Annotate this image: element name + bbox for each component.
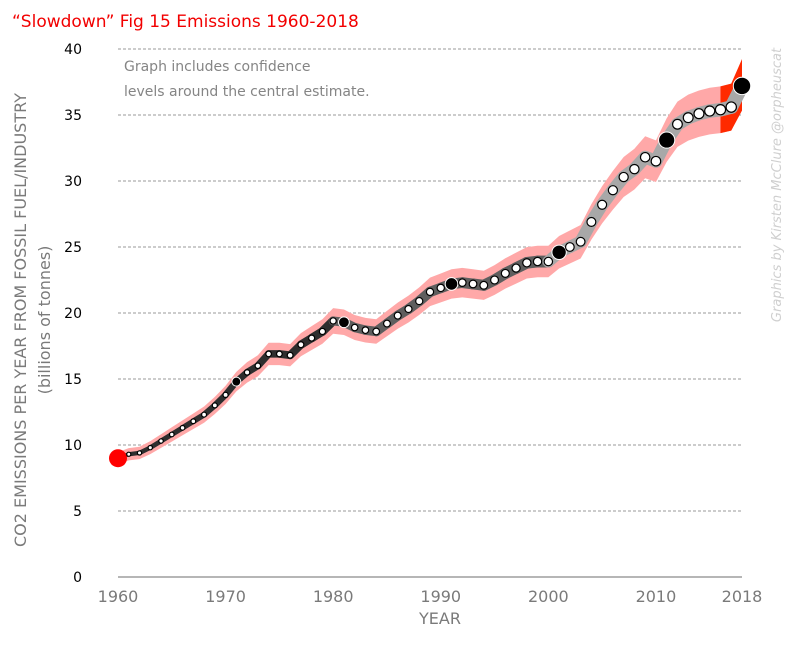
x-tick-label: 2000 — [528, 587, 569, 606]
data-point — [457, 278, 467, 288]
x-tick-label: 1960 — [98, 587, 139, 606]
data-point — [275, 350, 283, 358]
data-point — [575, 236, 586, 247]
data-point — [243, 369, 251, 376]
y-tick-label: 10 — [64, 438, 82, 454]
data-point — [393, 311, 402, 320]
data-point — [361, 326, 370, 335]
data-point — [136, 450, 143, 456]
x-tick-label: 1970 — [205, 587, 246, 606]
data-point — [714, 104, 727, 116]
data-point — [586, 216, 597, 227]
data-point — [500, 268, 510, 278]
data-point-decade — [551, 244, 567, 260]
data-point-decade — [732, 76, 752, 96]
data-point — [318, 327, 327, 336]
data-point — [372, 327, 381, 336]
x-axis-label: YEAR — [418, 609, 461, 628]
data-point — [350, 323, 359, 332]
confidence-band-area — [118, 61, 742, 465]
annotation-line-2: levels around the central estimate. — [124, 84, 370, 100]
data-point — [704, 105, 716, 117]
y-axis-label: CO2 EMISSIONS PER YEAR FROM FOSSIL FUEL/… — [11, 93, 30, 547]
data-point — [190, 418, 197, 425]
data-point — [511, 263, 521, 273]
data-point — [126, 451, 132, 457]
y-tick-label: 0 — [73, 570, 82, 586]
data-point — [147, 444, 154, 451]
data-point — [436, 283, 446, 293]
x-tick-label: 2010 — [636, 587, 677, 606]
data-point — [179, 424, 186, 431]
data-point-decade — [658, 131, 676, 149]
data-point — [265, 350, 272, 358]
data-point — [201, 411, 208, 418]
data-point — [650, 155, 662, 167]
data-point — [564, 242, 575, 252]
y-axis-sublabel: (billions of tonnes) — [35, 246, 54, 395]
data-point — [168, 431, 175, 438]
y-tick-label: 35 — [64, 108, 82, 124]
y-tick-label: 5 — [73, 504, 82, 520]
y-tick-label: 20 — [64, 306, 82, 322]
data-point — [222, 391, 229, 398]
data-point — [404, 304, 413, 314]
y-tick-label: 15 — [64, 372, 82, 388]
data-point — [468, 279, 478, 289]
x-tick-labels: 1960 1970 1980 1990 2000 2010 2018 — [98, 587, 763, 606]
data-point — [425, 287, 435, 297]
data-point — [597, 199, 608, 210]
x-tick-label: 1980 — [313, 587, 354, 606]
data-point-start — [109, 449, 127, 468]
data-point — [693, 108, 705, 120]
y-tick-labels: 0 5 10 15 20 25 30 35 40 — [64, 42, 82, 586]
y-tick-label: 40 — [64, 42, 82, 58]
annotation-line-1: Graph includes confidence — [124, 59, 311, 75]
confidence-band — [118, 58, 742, 465]
data-point — [522, 258, 532, 268]
data-point — [607, 185, 619, 196]
data-point — [286, 351, 294, 359]
data-point — [254, 362, 262, 370]
data-point — [415, 296, 424, 306]
y-tick-label: 25 — [64, 240, 82, 256]
data-point — [682, 112, 694, 124]
data-point — [211, 402, 218, 409]
data-point-decade — [338, 316, 350, 329]
data-point — [329, 317, 337, 325]
data-point — [308, 334, 316, 342]
chart-title: “Slowdown” Fig 15 Emissions 1960-2018 — [12, 12, 359, 32]
data-point — [532, 256, 543, 267]
y-tick-label: 30 — [64, 174, 82, 190]
data-point — [618, 171, 629, 183]
data-point — [543, 256, 554, 267]
data-point — [297, 341, 305, 349]
data-points — [109, 76, 752, 468]
x-tick-label: 1990 — [420, 587, 461, 606]
credit-text: Graphics by Kirsten McClure @orpheuscat — [770, 47, 785, 322]
data-point — [725, 101, 737, 113]
data-point — [479, 280, 489, 290]
data-point — [490, 275, 500, 285]
data-point — [629, 163, 640, 175]
data-point-decade — [231, 376, 242, 387]
data-point-decade — [444, 277, 459, 291]
x-tick-label: 2018 — [722, 587, 763, 606]
data-point — [671, 118, 683, 130]
data-point — [639, 151, 651, 163]
data-point — [382, 319, 391, 328]
data-point — [158, 438, 164, 444]
